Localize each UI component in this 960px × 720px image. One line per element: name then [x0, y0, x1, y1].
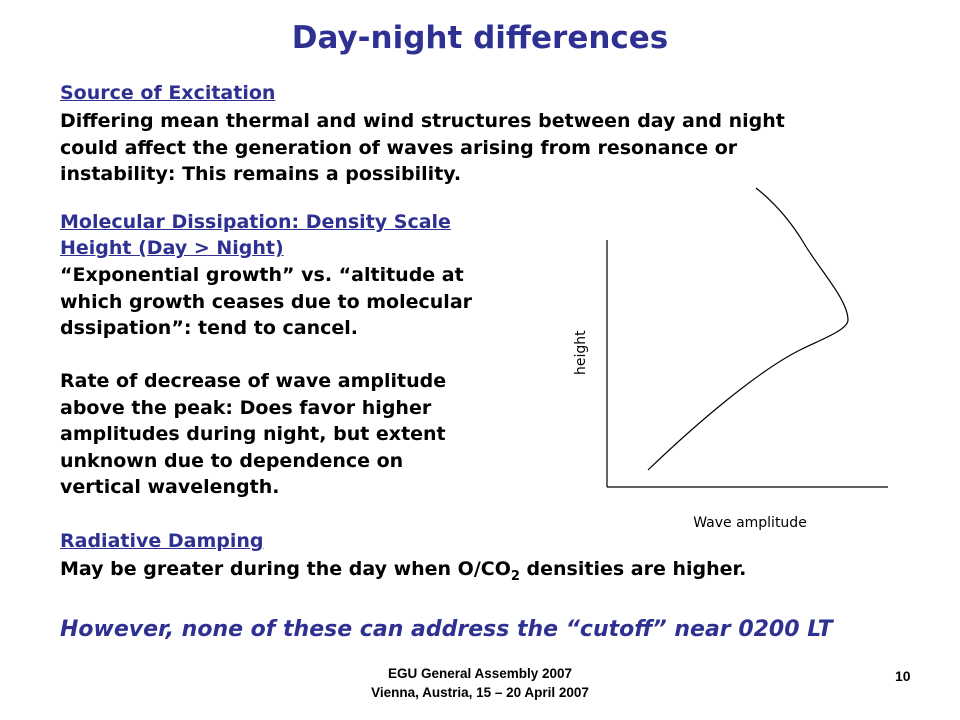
y-axis-label: height [573, 330, 589, 375]
footer: EGU General Assembly 2007 Vienna, Austri… [330, 664, 630, 702]
radiative-text-after: densities are higher. [519, 558, 747, 580]
molecular-text: “Exponential growth” vs. “altitude at wh… [60, 262, 472, 342]
source-line-1: Differing mean thermal and wind structur… [60, 110, 785, 132]
molecular-heading-line-2: Height (Day > Night) [60, 237, 284, 259]
wave-profile-curve [647, 187, 849, 471]
rate-line-2: above the peak: Does favor higher [60, 396, 432, 419]
molecular-heading-line-1: Molecular Dissipation: Density Scale [60, 211, 451, 233]
rate-line-5: vertical wavelength. [60, 476, 280, 498]
footer-line-2: Vienna, Austria, 15 – 20 April 2007 [371, 685, 589, 700]
rate-line-4: unknown due to dependence on [60, 449, 404, 472]
footer-line-1: EGU General Assembly 2007 [387, 666, 573, 681]
radiative-text-before: May be greater during the day when O/CO [60, 558, 511, 580]
molecular-line-1: “Exponential growth” vs. “altitude at [60, 264, 464, 286]
rate-text: Rate of decrease of wave amplitude above… [60, 368, 446, 501]
source-text: Differing mean thermal and wind structur… [60, 108, 785, 188]
slide-title: Day-night differences [291, 20, 669, 56]
radiative-subscript: 2 [510, 568, 520, 584]
radiative-heading: Radiative Damping [60, 530, 264, 552]
molecular-line-3: dssipation”: tend to cancel. [60, 317, 358, 339]
rate-line-3: amplitudes during night, but extent [60, 423, 446, 445]
page-number: 10 [895, 668, 911, 684]
rate-line-1: Rate of decrease of wave amplitude [60, 370, 447, 392]
x-axis-label: Wave amplitude [693, 515, 807, 531]
source-line-3: instability: This remains a possibility. [60, 163, 462, 185]
molecular-line-2: which growth ceases due to molecular [60, 290, 473, 313]
source-heading: Source of Excitation [60, 82, 276, 104]
molecular-heading: Molecular Dissipation: Density Scale Hei… [60, 209, 451, 261]
cutoff-note: However, none of these can address the “… [60, 617, 833, 642]
source-line-2: could affect the generation of waves ari… [60, 136, 738, 159]
wave-amplitude-diagram: height Wave amplitude [573, 187, 888, 531]
radiative-text: May be greater during the day when O/CO2… [60, 556, 746, 590]
